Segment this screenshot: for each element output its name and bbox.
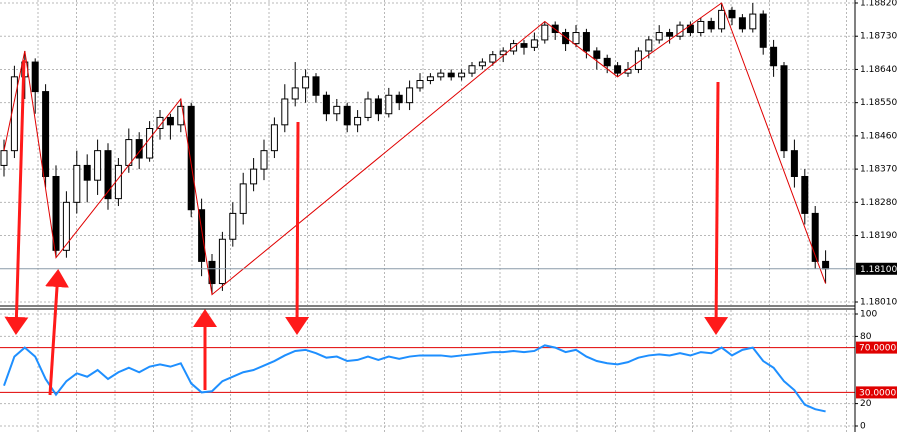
candle-body bbox=[364, 98, 372, 118]
y-tick-label: 1.18730 bbox=[860, 32, 897, 42]
candle-body bbox=[530, 39, 538, 48]
candle-body bbox=[374, 98, 382, 115]
y-tick-label: 1.18460 bbox=[860, 131, 897, 141]
candle-body bbox=[406, 87, 414, 104]
candle-body bbox=[0, 150, 8, 166]
candle-body bbox=[593, 50, 601, 59]
candle-body bbox=[468, 65, 476, 74]
candle-body bbox=[104, 150, 112, 200]
current-price-box bbox=[856, 262, 897, 275]
y-tick-label: 0 bbox=[860, 422, 866, 432]
candle-body bbox=[198, 209, 206, 262]
level-label: 30.0000 bbox=[859, 388, 896, 398]
candle-body bbox=[385, 94, 393, 115]
y-tick-label: 20 bbox=[860, 399, 872, 409]
candle-body bbox=[728, 9, 736, 19]
candle-body bbox=[790, 150, 798, 177]
candle-body bbox=[811, 212, 819, 262]
candle-body bbox=[655, 32, 663, 41]
candle-body bbox=[42, 91, 50, 177]
candle-body bbox=[426, 76, 434, 82]
y-tick-label: 100 bbox=[860, 310, 877, 320]
level-label: 70.0000 bbox=[859, 344, 896, 354]
candle-body bbox=[738, 17, 746, 30]
y-tick-label: 1.18550 bbox=[860, 98, 897, 108]
candle-body bbox=[343, 105, 351, 126]
level-box bbox=[856, 341, 897, 354]
candle-body bbox=[291, 87, 299, 100]
candle-body bbox=[614, 65, 622, 74]
candle-body bbox=[645, 39, 653, 52]
candle-body bbox=[707, 20, 715, 30]
level-box bbox=[856, 386, 897, 399]
y-tick-label: 1.18370 bbox=[860, 165, 897, 175]
candle-body bbox=[270, 124, 278, 152]
candle-body bbox=[458, 72, 466, 78]
candle-body bbox=[666, 32, 674, 37]
candle-body bbox=[770, 46, 778, 67]
rsi-line bbox=[3, 344, 826, 413]
candle-body bbox=[582, 32, 590, 52]
candle-body bbox=[114, 164, 122, 200]
candle-body bbox=[395, 94, 403, 104]
candle-body bbox=[322, 94, 330, 115]
y-tick-label: 80 bbox=[860, 332, 872, 342]
candle-body bbox=[73, 164, 81, 203]
candle-body bbox=[489, 54, 497, 63]
y-tick-label: 1.18010 bbox=[860, 298, 897, 308]
y-tick-label: 1.18280 bbox=[860, 198, 897, 208]
candle-body bbox=[354, 116, 362, 126]
candle-body bbox=[780, 65, 788, 152]
candle-body bbox=[218, 238, 226, 285]
candle-body bbox=[156, 116, 164, 130]
candle-body bbox=[146, 128, 154, 159]
candle-body bbox=[94, 150, 102, 181]
candle-body bbox=[302, 76, 310, 89]
candle-body bbox=[31, 61, 39, 93]
candle-body bbox=[478, 61, 486, 67]
candle-body bbox=[749, 13, 757, 30]
annotation-arrows bbox=[4, 59, 729, 396]
candle-body bbox=[125, 139, 133, 166]
candle-body bbox=[603, 57, 611, 67]
candle-body bbox=[52, 175, 60, 251]
candle-body bbox=[83, 164, 91, 181]
zigzag-line bbox=[3, 2, 827, 296]
candle-body bbox=[187, 105, 195, 211]
candle-body bbox=[250, 168, 258, 185]
candle-body bbox=[697, 20, 705, 34]
candle-body bbox=[801, 175, 809, 214]
candle-body bbox=[312, 76, 320, 96]
candle-body bbox=[822, 260, 830, 270]
candle-body bbox=[718, 9, 726, 30]
candle-body bbox=[541, 24, 549, 41]
candle-body bbox=[166, 116, 174, 126]
candle-body bbox=[229, 212, 237, 240]
candle-body bbox=[447, 72, 455, 78]
candle-body bbox=[208, 260, 216, 285]
current-price-label: 1.18100 bbox=[860, 265, 897, 275]
candle-body bbox=[572, 32, 580, 45]
candle-body bbox=[10, 76, 18, 152]
candle-body bbox=[281, 98, 289, 126]
y-tick-label: 1.18640 bbox=[860, 65, 897, 75]
y-tick-label: 1.18190 bbox=[860, 231, 897, 241]
y-tick-label: 1.18820 bbox=[860, 0, 897, 9]
candle-body bbox=[562, 32, 570, 45]
candle-body bbox=[416, 80, 424, 89]
candle-body bbox=[437, 72, 445, 78]
candle-body bbox=[333, 105, 341, 115]
candle-body bbox=[62, 201, 70, 251]
candle-body bbox=[260, 150, 268, 170]
candle-body bbox=[239, 183, 247, 214]
candle-body bbox=[759, 13, 767, 48]
candle-body bbox=[520, 43, 528, 48]
